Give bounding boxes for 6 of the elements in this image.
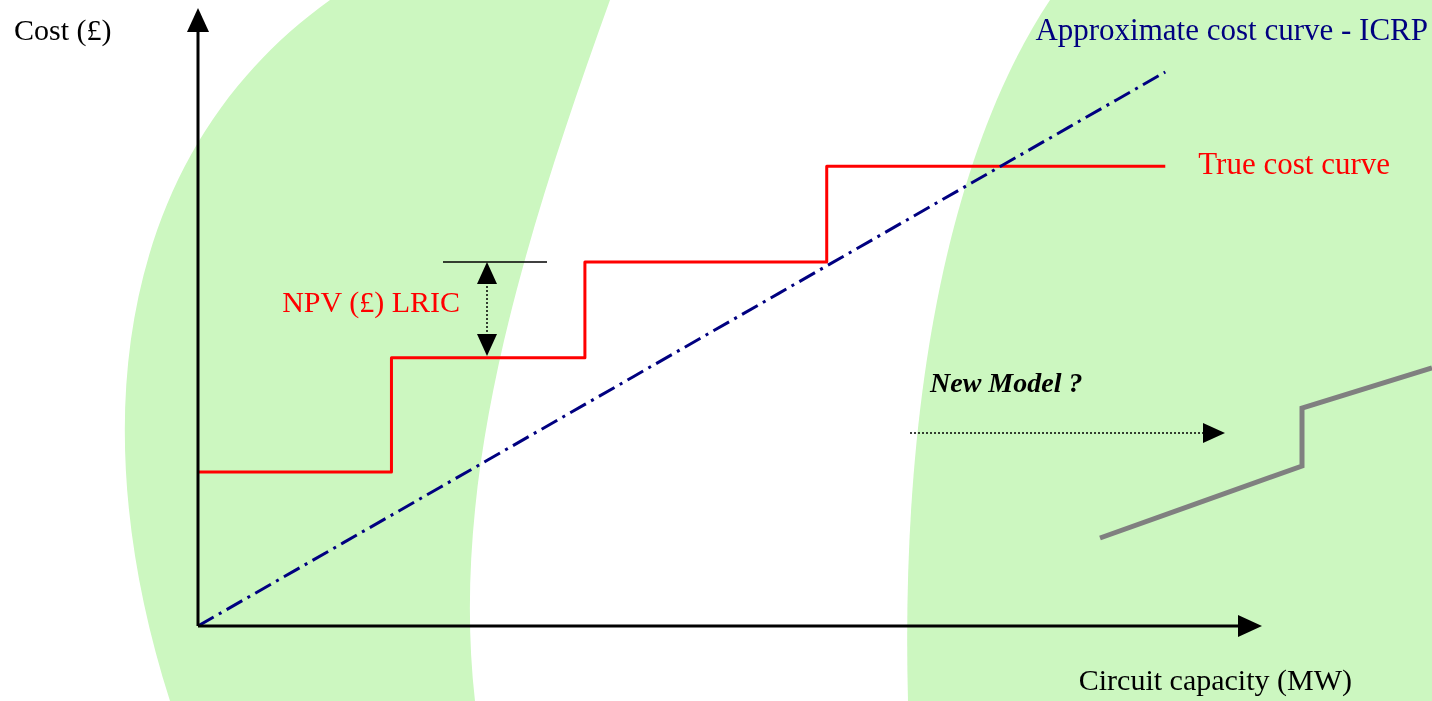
series-label: True cost curve — [1198, 146, 1390, 182]
annotation: New Model ? — [929, 367, 1083, 399]
text: Approximate cost curve - ICRP — [1035, 12, 1428, 48]
annotation: NPV (£) LRIC — [282, 284, 460, 319]
x-axis-title: Circuit capacity (MW) — [1078, 662, 1352, 697]
y-axis-title: Cost (£) — [14, 12, 112, 47]
